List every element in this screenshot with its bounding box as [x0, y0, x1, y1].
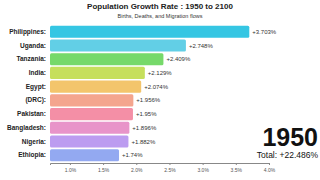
x-tick-mark: [269, 163, 270, 165]
y-tick: Tanzania:: [17, 55, 49, 62]
y-tick: Ethiopia:: [18, 151, 48, 159]
bar: [50, 149, 119, 161]
chart: Population Growth Rate : 1950 to 2100 Bir…: [0, 0, 320, 180]
y-tick: Uganda:: [20, 42, 48, 50]
category-label: Egypt:: [26, 83, 46, 91]
x-tick: 3.5%: [231, 163, 243, 173]
y-tick: Philippines:: [9, 28, 48, 36]
category-label: Nigeria:: [22, 138, 46, 146]
x-tick-label: 3.5%: [231, 167, 243, 173]
data-label: +1.896%: [132, 125, 157, 131]
bar: [50, 94, 133, 106]
y-tick: Egypt:: [26, 83, 48, 91]
x-tick-mark: [70, 163, 71, 165]
y-axis: Philippines: Uganda: Tanzania: India: Egypt:…: [7, 28, 48, 160]
y-tick: India:: [29, 69, 48, 76]
subtitle: Births, Deaths, and Migration flows: [118, 13, 203, 19]
x-tick: 1.0%: [65, 163, 77, 173]
x-tick-label: 1.5%: [98, 167, 110, 173]
x-tick: 2.0%: [131, 163, 143, 173]
bar: [50, 136, 128, 148]
category-label: Philippines:: [9, 28, 46, 36]
y-tick: Bangladesh:: [7, 124, 48, 132]
data-label: +2.129%: [148, 70, 173, 76]
bar: [50, 26, 249, 38]
x-tick-label: 2.5%: [164, 167, 176, 173]
x-tick: 1.5%: [98, 163, 110, 173]
bars: [50, 26, 249, 162]
total-label: Total: +22.486%: [257, 150, 319, 160]
x-tick: 3.0%: [197, 163, 209, 173]
data-labels: +3.703% +2.748% +2.409% +2.129% +2.074% +1.95…: [122, 29, 277, 159]
x-tick-label: 4.0%: [264, 167, 276, 173]
data-label: +2.409%: [166, 56, 191, 62]
data-label: +1.882%: [131, 139, 156, 145]
x-tick-mark: [169, 163, 170, 165]
category-label: (DRC):: [25, 96, 46, 104]
category-label: Uganda:: [20, 42, 46, 50]
x-tick-label: 2.0%: [131, 167, 143, 173]
bar: [50, 67, 145, 79]
bar: [50, 81, 141, 93]
category-label: India:: [29, 69, 46, 76]
title: Population Growth Rate : 1950 to 2100: [87, 2, 233, 11]
category-label: Ethiopia:: [18, 151, 46, 159]
data-label: +2.074%: [144, 84, 169, 90]
data-label: +1.956%: [136, 97, 161, 103]
category-label: Tanzania:: [17, 55, 47, 62]
x-tick-mark: [136, 163, 137, 165]
data-label: +1.74%: [122, 152, 143, 158]
category-label: Bangladesh:: [7, 124, 46, 132]
y-tick: Pakistan:: [17, 110, 48, 117]
data-label: +2.748%: [189, 43, 214, 49]
x-tick: 2.5%: [164, 163, 176, 173]
x-tick-label: 1.0%: [65, 167, 77, 173]
y-tick: Nigeria:: [22, 138, 48, 146]
bar: [50, 108, 133, 120]
category-label: Pakistan:: [17, 110, 46, 117]
x-tick-mark: [103, 163, 104, 165]
y-tick: (DRC):: [25, 96, 48, 104]
x-axis: 1.0% 1.5% 2.0% 2.5% 3.0% 3.5% 4.0%: [51, 163, 276, 173]
bar: [50, 122, 129, 134]
x-tick-label: 3.0%: [197, 167, 209, 173]
year-label: 1950: [262, 123, 318, 151]
data-label: +3.703%: [252, 29, 277, 35]
x-tick-mark: [236, 163, 237, 165]
data-label: +1.95%: [136, 111, 157, 117]
x-axis-line: [51, 164, 270, 166]
bar: [50, 39, 186, 51]
x-tick: 4.0%: [264, 163, 276, 173]
bar: [50, 53, 163, 65]
x-tick-mark: [203, 163, 204, 165]
